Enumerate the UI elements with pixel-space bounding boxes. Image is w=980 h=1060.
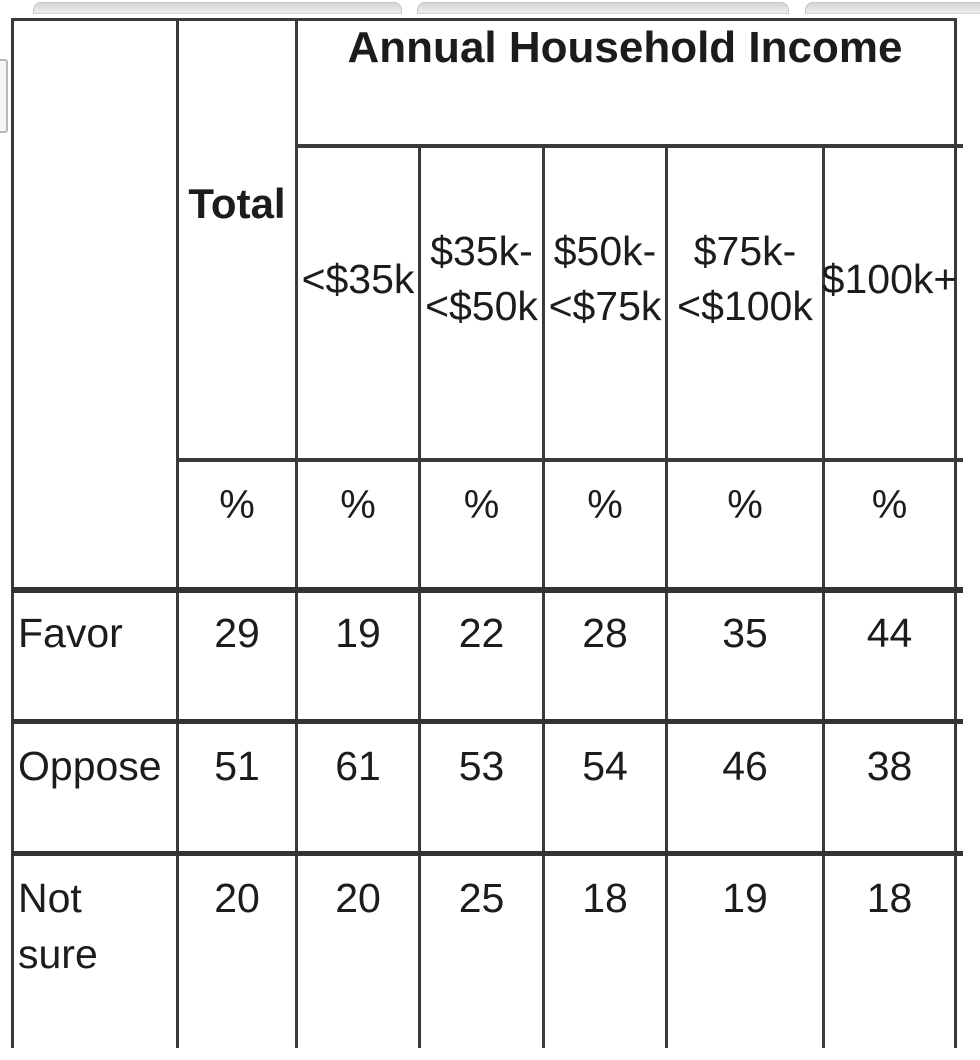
browser-tab[interactable] [805, 2, 980, 14]
table-border-line [295, 18, 298, 1048]
table-border-line [665, 145, 668, 1048]
value-cell: 54 [582, 743, 628, 789]
table-border-line [418, 145, 421, 1048]
value-cell: 46 [722, 743, 768, 789]
table-border-line [542, 145, 545, 1048]
value-cell: 61 [335, 743, 381, 789]
table-separator-line [11, 719, 963, 724]
row-label: Favor [18, 610, 123, 656]
column-header-line: <$50k [425, 283, 538, 329]
value-cell: 20 [335, 875, 381, 921]
value-cell: 51 [214, 743, 260, 789]
column-header-income: $100k+ [822, 124, 958, 434]
table-border-line [295, 144, 963, 148]
value-cell: 19 [722, 875, 768, 921]
value-cell: 18 [582, 875, 628, 921]
row-label: Not sure [18, 875, 98, 977]
value-cell: 53 [458, 743, 505, 789]
table-separator-line [11, 587, 963, 593]
column-header-line: <$35k [301, 255, 415, 302]
unit-cell: % [219, 483, 255, 527]
browser-tab[interactable] [417, 2, 789, 14]
column-header-total: Total [188, 180, 286, 227]
column-header-income: $35k- <$50k [421, 124, 542, 434]
column-header-line: $50k- [553, 228, 657, 274]
value-cell: 35 [722, 610, 768, 656]
table-border-line [822, 145, 825, 1048]
value-cell: 29 [214, 610, 260, 656]
value-cell: 28 [582, 610, 628, 656]
partial-side-element [0, 59, 8, 133]
unit-cell: % [340, 483, 376, 527]
table-border-line [11, 18, 957, 21]
table-separator-line [11, 851, 963, 856]
column-header-income: <$35k [298, 124, 418, 434]
column-header-line: $100k+ [821, 255, 958, 302]
unit-cell: % [871, 483, 908, 527]
unit-cell: % [463, 483, 500, 527]
table-border-line [176, 18, 179, 1048]
browser-tab[interactable] [33, 2, 402, 14]
value-cell: 20 [214, 875, 260, 921]
unit-cell: % [727, 483, 763, 527]
column-header-line: <$100k [677, 283, 813, 329]
value-cell: 44 [866, 610, 913, 656]
column-header-income: $50k- <$75k [545, 124, 665, 434]
unit-cell: % [587, 483, 623, 527]
row-label: Oppose [18, 743, 162, 789]
value-cell: 22 [458, 610, 505, 656]
value-cell: 18 [866, 875, 913, 921]
column-header-line: $35k- [430, 228, 533, 274]
value-cell: 19 [335, 610, 381, 656]
column-group-header: Annual Household Income [347, 23, 903, 72]
column-header-line: $75k- [693, 228, 797, 274]
table-border-line [954, 18, 957, 1048]
value-cell: 38 [866, 743, 913, 789]
value-cell: 25 [458, 875, 505, 921]
column-header-line: <$75k [548, 283, 662, 329]
table-border-line [11, 18, 14, 1048]
column-header-income: $75k- <$100k [668, 124, 822, 434]
table-border-line [176, 458, 963, 462]
